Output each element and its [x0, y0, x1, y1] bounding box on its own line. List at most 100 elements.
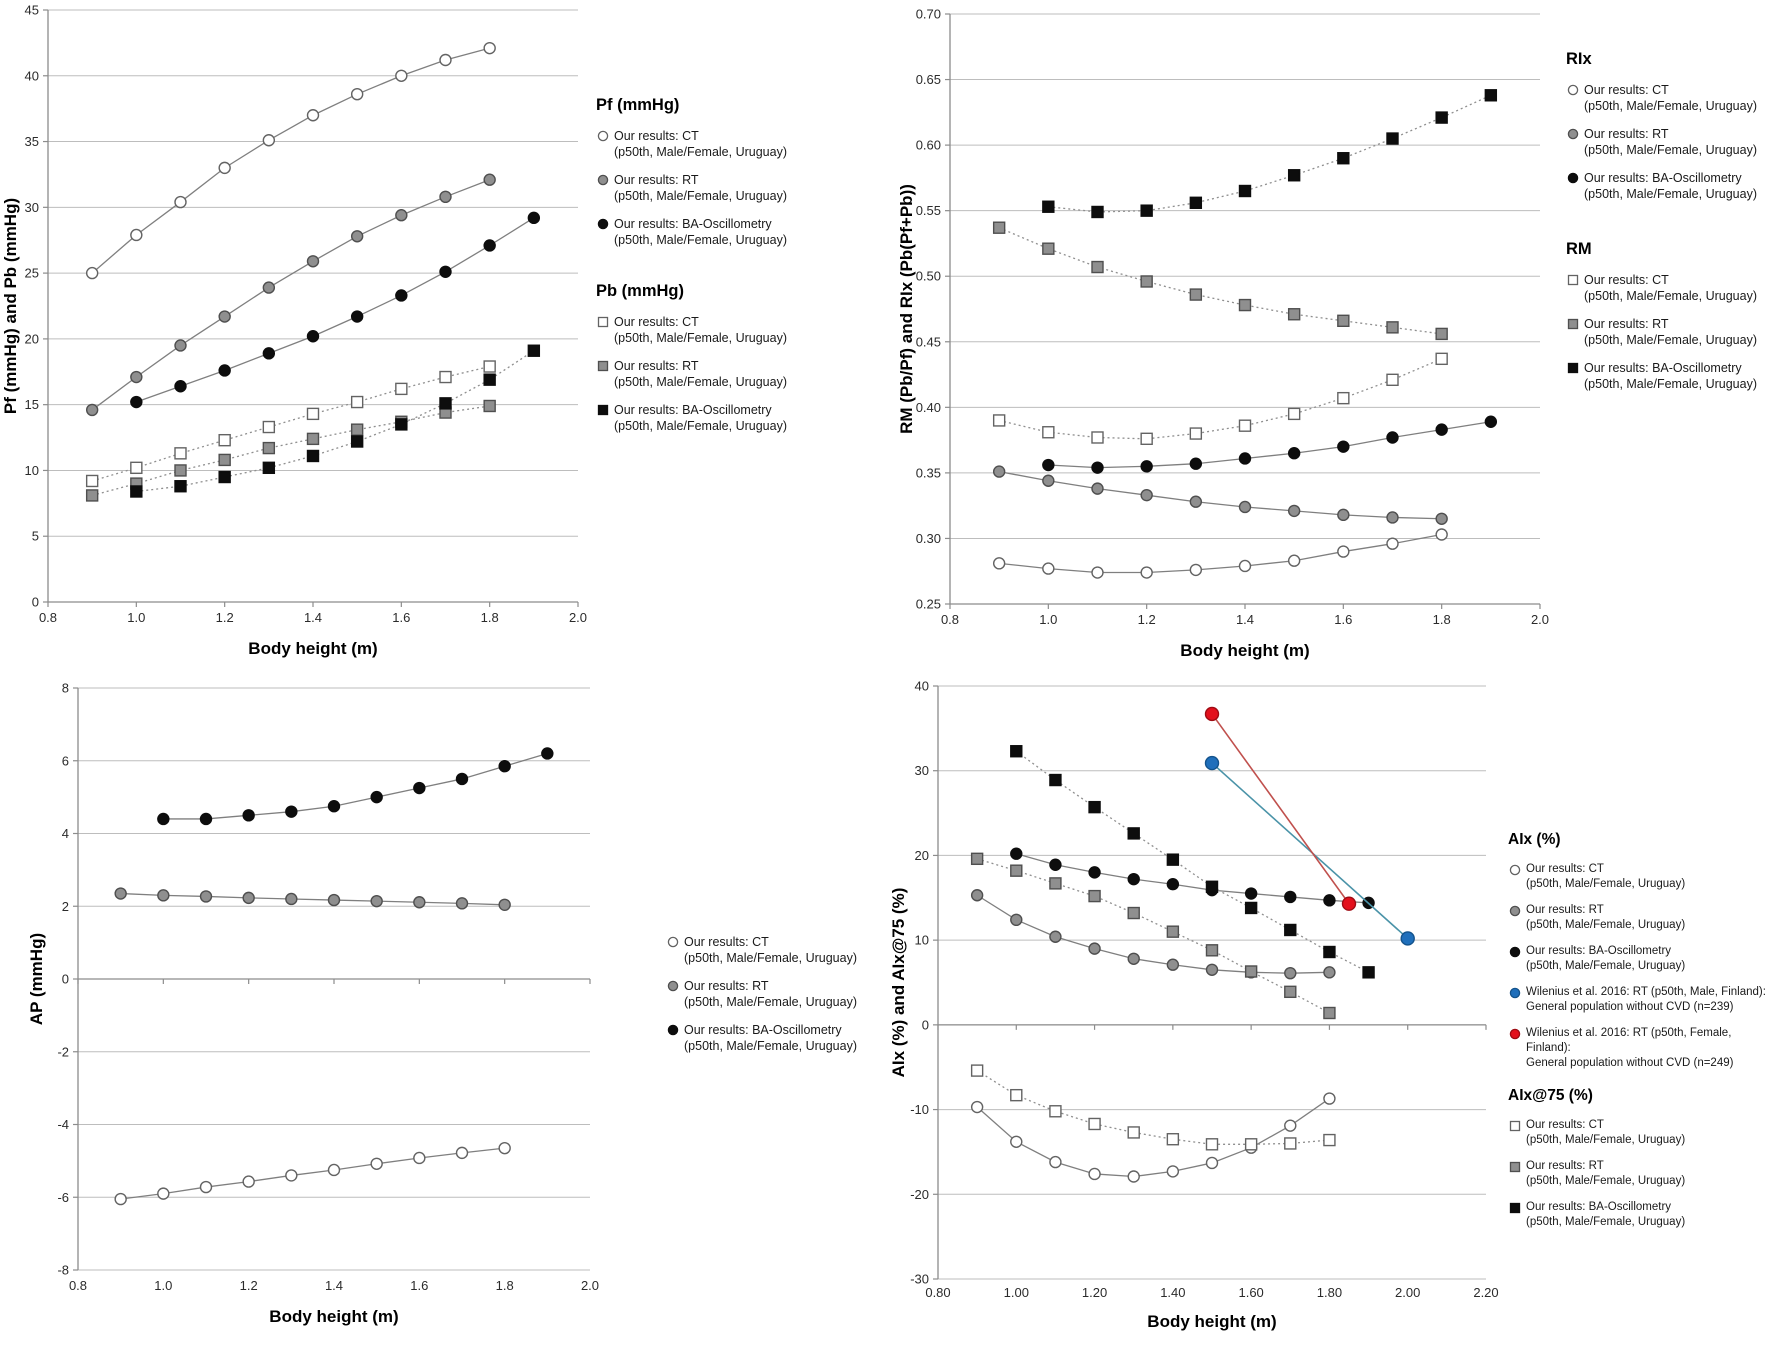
- marker-pf-rt: [350, 230, 364, 243]
- marker-pb-ct: [218, 433, 231, 447]
- circle-gray-icon: [596, 172, 614, 192]
- y-tick-label: 15: [25, 397, 39, 412]
- marker-rm-ct: [1386, 373, 1399, 386]
- marker-aix-rt: [1205, 963, 1219, 976]
- legend-item: Our results: BA-Oscillometry (p50th, Male…: [1566, 170, 1771, 202]
- marker-ap-rt: [370, 894, 383, 908]
- marker-rm-rt: [1287, 308, 1301, 321]
- x-tick-label: 0.8: [69, 1278, 87, 1293]
- series-pb-ba: [130, 344, 541, 498]
- y-tick-label: 0: [32, 595, 39, 610]
- marker-pb-ct: [439, 370, 452, 384]
- marker-pf-ba: [218, 364, 231, 377]
- marker-pf-rt: [439, 190, 452, 204]
- marker-ap-rt: [242, 891, 255, 905]
- marker-rix-rt: [1386, 511, 1399, 524]
- marker-pf-rt: [262, 281, 276, 294]
- marker-pb-ba: [350, 435, 364, 448]
- legend-group: Our results: CT (p50th, Male/Female, Urug…: [666, 934, 966, 1054]
- marker-aix-ba: [1088, 866, 1101, 879]
- legend-item-label: Our results: CT: [684, 935, 769, 949]
- legend-item-label: Our results: CT: [614, 129, 699, 143]
- legend-item-sublabel: (p50th, Male/Female, Uruguay): [614, 331, 787, 345]
- marker-ap-ba: [285, 805, 298, 818]
- y-tick-label: 20: [25, 331, 39, 346]
- marker-ap-ba: [242, 809, 255, 822]
- y-tick-labels-rm-rix: 0.25 0.30 0.35 0.40 0.45 0.50 0.55 0.60 0.65 0.70: [916, 7, 941, 612]
- marker-ap-ba: [541, 747, 554, 760]
- x-tick-label: 1.8: [1433, 612, 1451, 627]
- y-tick-label: -4: [57, 1117, 69, 1132]
- legend-group: Pf (mmHg) Our results: CT (p50th, Male/Fem…: [596, 96, 896, 248]
- marker-pb-ba: [218, 470, 231, 484]
- marker-rix-rt: [1042, 474, 1055, 487]
- y-axis-title: Pf (mmHg) and Pb (mmHg): [1, 198, 20, 414]
- marker-aix75-rt: [1205, 944, 1219, 957]
- marker-ap-rt: [285, 892, 298, 906]
- x-tick-label: 1.80: [1317, 1285, 1342, 1300]
- circle-gray-icon: [666, 978, 684, 998]
- marker-pf-ba: [395, 289, 408, 302]
- legend-group: AIx@75 (%) Our results: CT (p50th, Male/Fe…: [1508, 1087, 1770, 1230]
- legend-item-label: Our results: RT: [614, 173, 699, 187]
- series-aix75-rt: [970, 852, 1336, 1020]
- marker-rm-ba: [1386, 132, 1399, 145]
- y-tick-label: 8: [62, 681, 69, 696]
- marker-pb-ct: [130, 461, 143, 475]
- legend-group-title: RIx: [1566, 50, 1592, 68]
- marker-aix75-ct: [970, 1064, 984, 1077]
- series-rix-ba: [1042, 415, 1498, 474]
- legend-item: Our results: CT (p50th, Male/Female, Urug…: [1566, 82, 1771, 114]
- circle-black-icon: [1508, 944, 1526, 964]
- marker-aix75-ct: [1284, 1137, 1297, 1150]
- marker-rm-ct: [992, 414, 1006, 427]
- legend-item-sublabel: (p50th, Male/Female, Uruguay): [614, 189, 787, 203]
- square-gray-icon: [1566, 316, 1584, 336]
- marker-aix75-rt: [1127, 906, 1140, 920]
- marker-rm-ba: [1042, 200, 1055, 213]
- x-tick-label: 1.00: [1004, 1285, 1029, 1300]
- y-tick-label: 40: [915, 679, 929, 694]
- legend-item: Our results: CT (p50th, Male/Female, Urug…: [1566, 272, 1771, 304]
- x-tick-label: 1.8: [496, 1278, 514, 1293]
- marker-pf-ct: [218, 161, 231, 175]
- marker-rm-rt: [1435, 327, 1448, 341]
- marker-rix-ba: [1435, 423, 1448, 436]
- marker-ap-ct: [199, 1180, 213, 1194]
- x-axis-title: Body height (m): [248, 639, 377, 658]
- marker-aix-ct: [970, 1100, 984, 1114]
- marker-rm-ba: [1287, 169, 1301, 182]
- legend-group-title: Pb (mmHg): [596, 282, 684, 300]
- legend-item: Our results: RT (p50th, Male/Female, Urug…: [596, 358, 896, 390]
- marker-aix-rt: [1088, 942, 1101, 955]
- marker-aix-ba: [1323, 894, 1336, 907]
- marker-pf-ba: [262, 347, 276, 360]
- legend-group-title: AIx@75 (%): [1508, 1087, 1593, 1104]
- marker-aix75-ct: [1323, 1133, 1336, 1147]
- circle-black-icon: [1566, 170, 1584, 190]
- y-tick-label: 5: [32, 529, 39, 544]
- legend-item: Wilenius et al. 2016: RT (p50th, Female,…: [1508, 1026, 1770, 1071]
- x-axis-ap: 0.8 1.0 1.2 1.4 1.6 1.8 2.0: [69, 978, 599, 1293]
- square-open-icon: [1508, 1118, 1526, 1138]
- marker-aix75-ba: [1010, 745, 1023, 758]
- marker-pf-rt: [483, 173, 496, 186]
- y-axis-title: AIx (%) and AIx@75 (%): [889, 888, 908, 1078]
- y-tick-label: -8: [57, 1263, 69, 1278]
- marker-aix-rt: [1010, 913, 1023, 927]
- x-tick-label: 1.20: [1082, 1285, 1107, 1300]
- circle-black-icon: [666, 1022, 684, 1042]
- marker-rm-rt: [1238, 298, 1252, 312]
- marker-pb-ct: [395, 382, 408, 396]
- marker-ap-rt: [455, 897, 469, 910]
- marker-pf-ct: [306, 109, 320, 122]
- marker-aix-rt: [1284, 966, 1297, 980]
- x-tick-label: 2.0: [1531, 612, 1549, 627]
- square-black-icon: [1508, 1200, 1526, 1220]
- marker-pf-ba: [174, 380, 187, 393]
- marker-pb-rt: [306, 432, 320, 446]
- y-tick-label: -6: [57, 1190, 69, 1205]
- marker-pb-ba: [395, 418, 408, 431]
- series-pb-ct: [85, 360, 496, 488]
- marker-ap-ba: [413, 781, 426, 795]
